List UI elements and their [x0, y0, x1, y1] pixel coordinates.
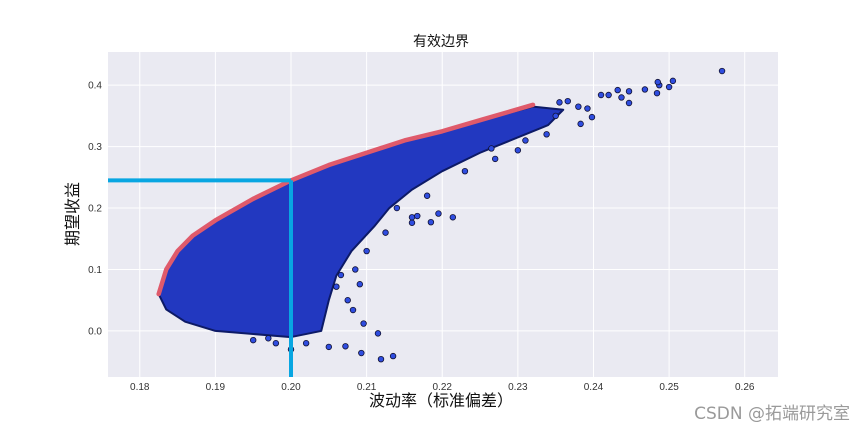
scatter-point — [641, 86, 649, 93]
scatter-point — [556, 99, 563, 106]
grid — [108, 52, 778, 377]
scatter-point — [461, 167, 469, 175]
scatter-point — [363, 247, 370, 255]
x-tick-label: 0.18 — [130, 382, 150, 393]
scatter-point — [625, 88, 633, 95]
scatter-point — [333, 283, 340, 290]
scatter-point — [653, 89, 661, 97]
scatter-point — [564, 97, 571, 105]
scatter-point — [349, 306, 357, 314]
scatter-point — [414, 212, 421, 220]
scatter-point — [358, 349, 365, 357]
scatter-point — [337, 271, 345, 279]
scatter-point — [597, 91, 605, 99]
scatter-point — [588, 113, 596, 121]
scatter-point — [449, 214, 457, 221]
y-tick-label: 0.1 — [88, 265, 102, 276]
scatter-point — [342, 343, 349, 350]
chart-title: 有效边界 — [413, 34, 469, 50]
x-tick-label: 0.22 — [433, 382, 453, 393]
scatter-point — [522, 137, 529, 144]
x-axis-label: 波动率（标准偏差） — [369, 391, 513, 410]
scatter-point — [374, 330, 382, 337]
scatter-point — [584, 105, 591, 112]
tick-labels: 0.18 0.19 0.20 0.21 0.22 0.23 0.24 0.25 0.26 0.0 0… — [88, 81, 755, 393]
x-tick-label: 0.25 — [659, 382, 679, 393]
scatter-point — [614, 86, 621, 94]
y-tick-label: 0.4 — [88, 81, 102, 92]
scatter-point — [265, 335, 272, 342]
y-axis-label: 期望收益 — [63, 182, 82, 246]
scatter-point — [488, 145, 495, 152]
scatter-point — [605, 91, 612, 99]
scatter-point — [249, 336, 257, 344]
scatter-point — [325, 343, 333, 351]
scatter-point — [543, 131, 550, 138]
scatter-point — [423, 192, 431, 199]
y-tick-label: 0.0 — [88, 326, 102, 337]
scatter-point — [408, 214, 416, 221]
x-tick-label: 0.20 — [281, 382, 301, 393]
scatter-point — [389, 352, 397, 360]
scatter-point — [272, 340, 280, 347]
scatter-point — [577, 120, 584, 128]
scatter-point — [575, 103, 582, 110]
scatter-point — [382, 229, 389, 236]
y-tick-label: 0.2 — [88, 204, 102, 215]
scatter-point — [435, 210, 442, 217]
scatter-point — [654, 78, 661, 86]
scatter-point — [625, 99, 633, 107]
scatter-point — [344, 297, 351, 304]
scatter-point — [514, 147, 522, 154]
x-tick-label: 0.24 — [584, 382, 604, 393]
scatter-point — [360, 320, 367, 327]
scatter-point — [408, 219, 416, 226]
scatter-point — [552, 112, 559, 120]
scatter-point — [427, 218, 435, 226]
watermark: CSDN @拓端研究室 — [694, 404, 850, 424]
x-tick-label: 0.19 — [206, 382, 226, 393]
scatter-point — [669, 77, 677, 85]
scatter-point — [377, 355, 385, 363]
scatter-point — [618, 94, 625, 101]
data-marks — [108, 67, 726, 377]
scatter-point — [302, 340, 310, 347]
scatter-point — [356, 281, 364, 288]
x-tick-label: 0.26 — [735, 382, 755, 393]
y-tick-label: 0.3 — [88, 142, 102, 153]
scatter-point — [352, 266, 359, 273]
scatter-point — [491, 155, 499, 163]
x-tick-label: 0.21 — [357, 382, 377, 393]
scatter-point — [718, 67, 726, 75]
x-tick-label: 0.23 — [508, 382, 528, 393]
scatter-point — [393, 204, 401, 212]
scatter-point — [665, 83, 673, 91]
